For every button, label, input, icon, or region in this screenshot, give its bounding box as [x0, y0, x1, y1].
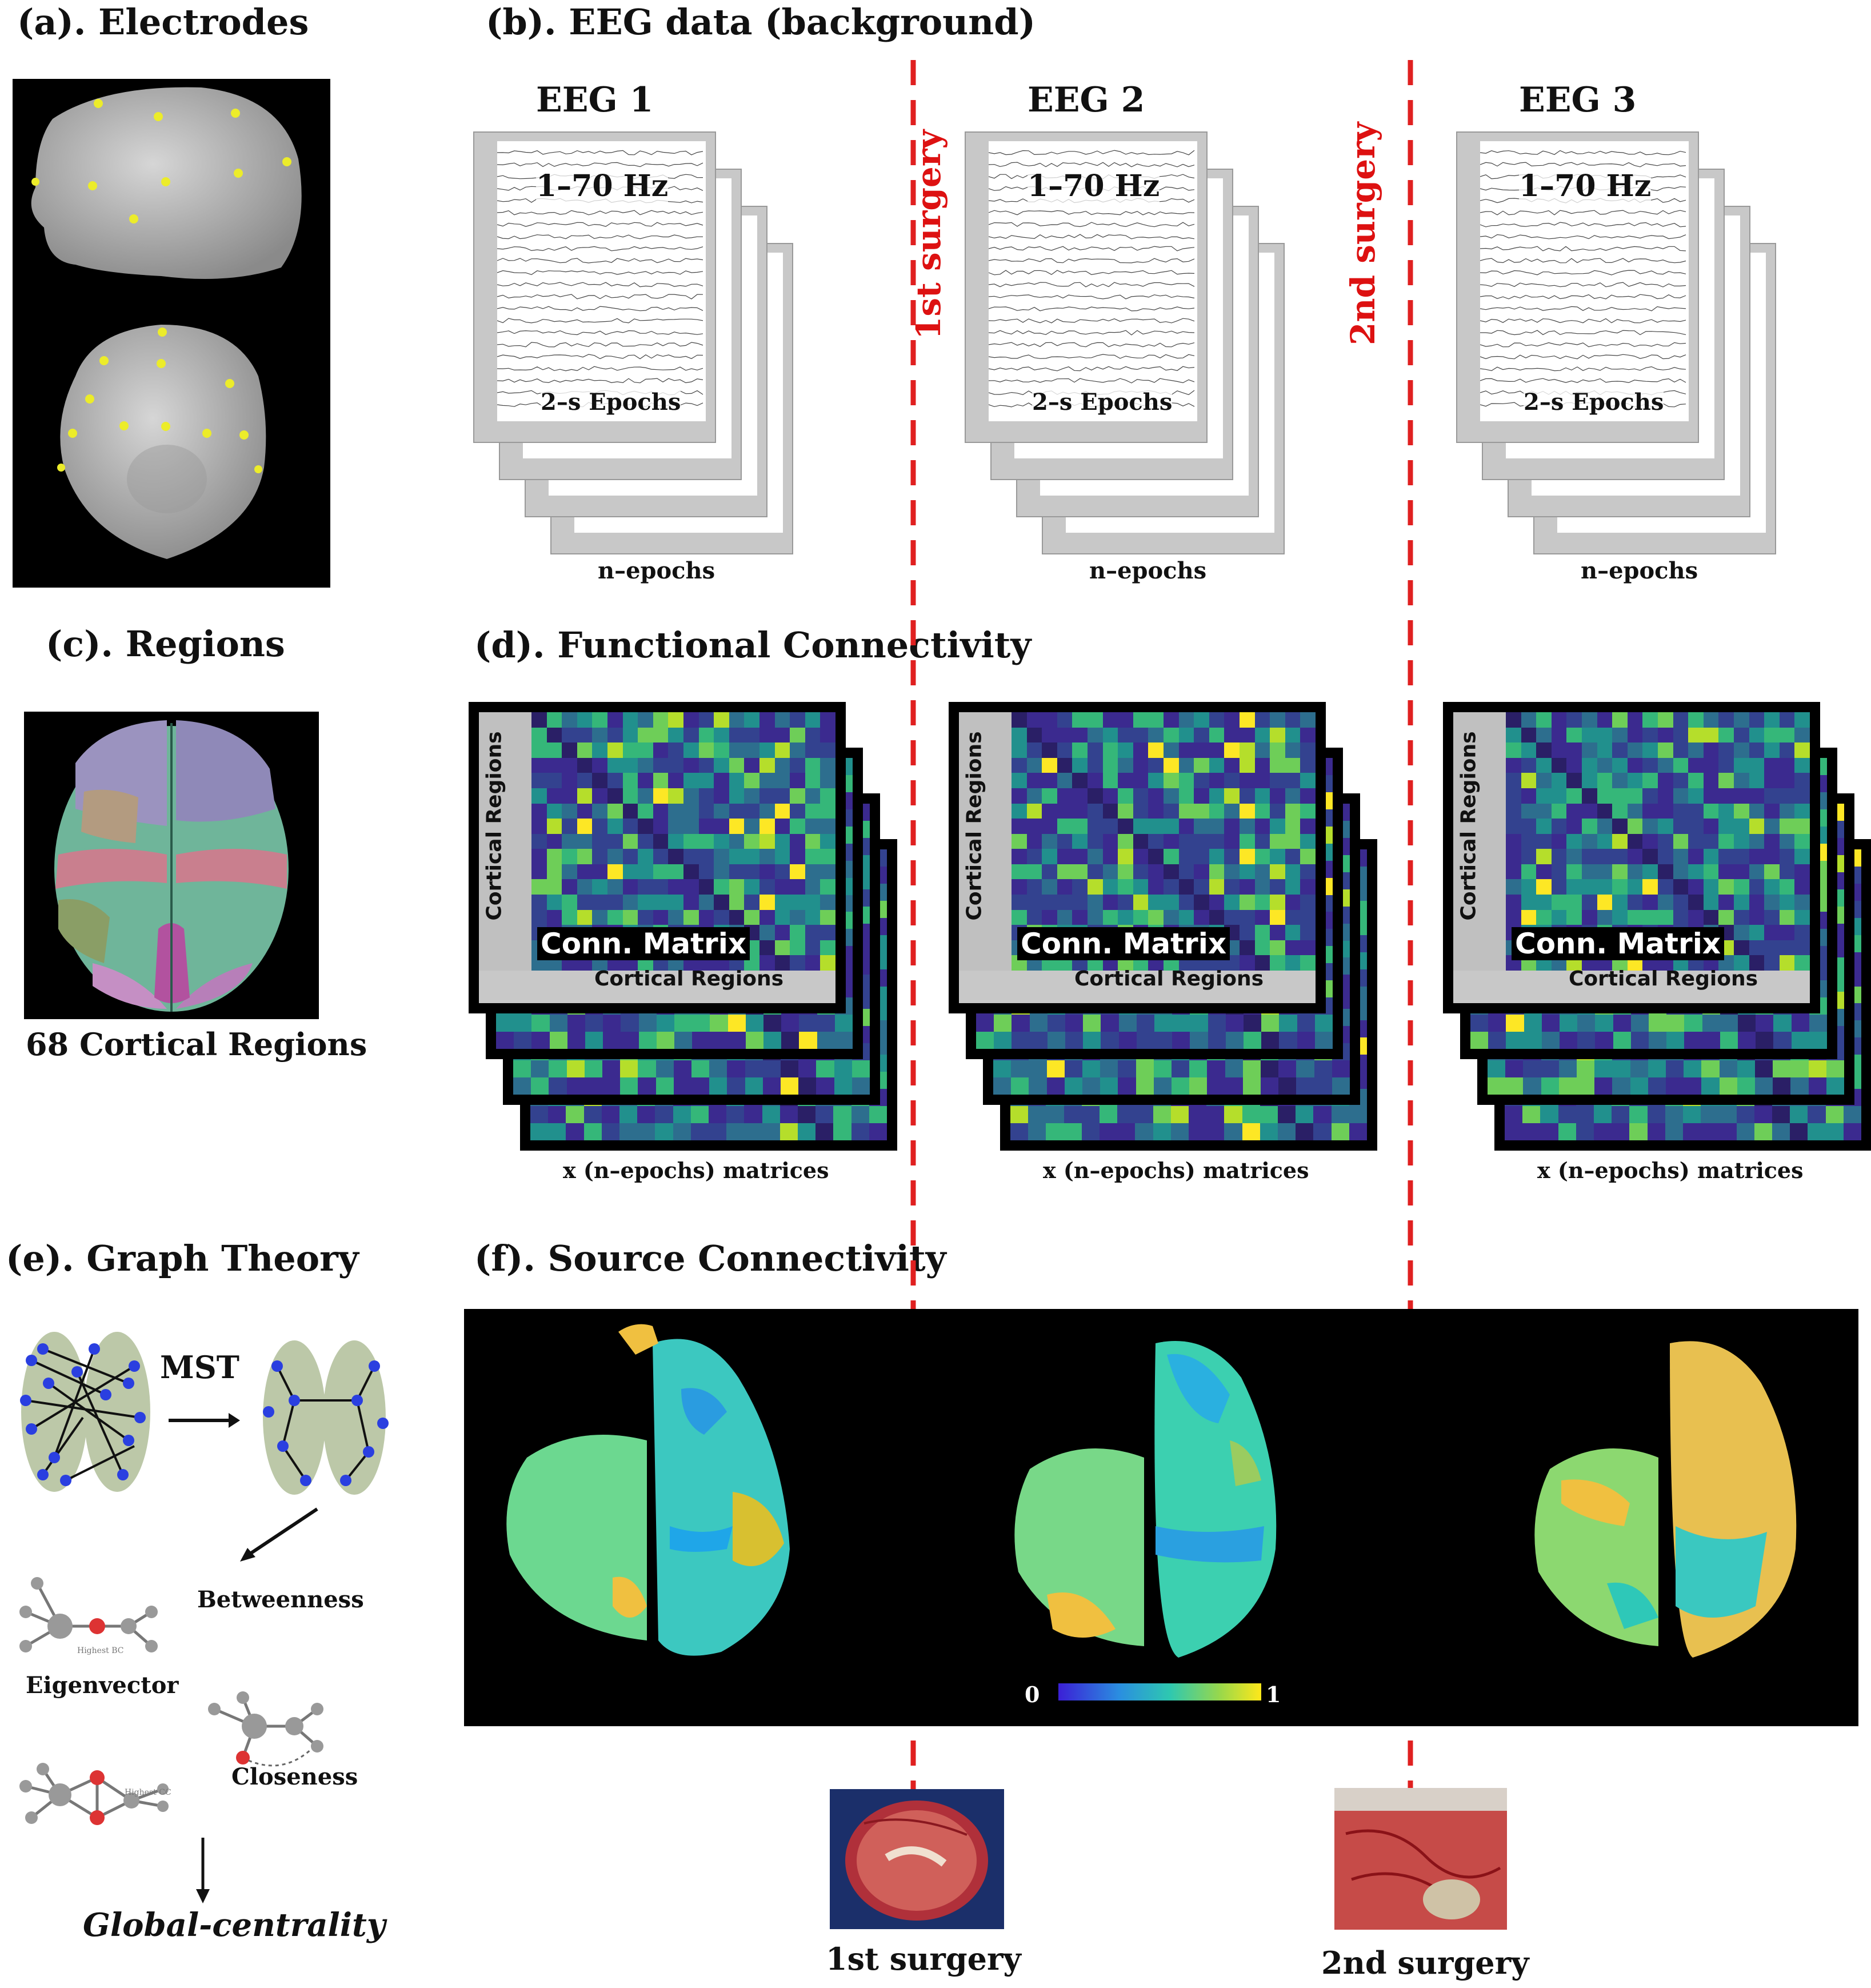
highest-bc-label: Highest BC: [77, 1646, 124, 1655]
conn-y-axis-label: Cortical Regions: [1457, 731, 1481, 921]
cortical-regions-image: [24, 712, 319, 1019]
global-centrality-label: Global-centrality: [83, 1906, 386, 1944]
eeg-title-1: EEG 1: [536, 80, 654, 120]
eeg-epochs-label: 2–s Epochs: [1032, 389, 1173, 416]
graph-theory-panel: [9, 1315, 466, 1943]
first-surgery-marker: 1st surgery: [909, 129, 948, 340]
second-surgery-marker: 2nd surgery: [1344, 122, 1382, 345]
panel-d-title: (d). Functional Connectivity: [474, 624, 1032, 666]
second-surgery-photo: [1334, 1788, 1507, 1930]
eeg-title-2: EEG 2: [1028, 80, 1145, 120]
betweenness-label: Betweenness: [197, 1586, 364, 1613]
eeg-epoch-count: n–epochs: [598, 557, 715, 584]
conn-y-axis-label: Cortical Regions: [962, 731, 986, 921]
closeness-label: Closeness: [231, 1763, 358, 1790]
eeg-epoch-count: n–epochs: [1089, 557, 1207, 584]
conn-y-axis-label: Cortical Regions: [482, 731, 506, 921]
panel-b-title: (b). EEG data (background): [486, 1, 1036, 43]
first-surgery-caption: 1st surgery: [826, 1941, 1021, 1977]
electrodes-image: [13, 79, 330, 588]
conn-matrix-count: x (n–epochs) matrices: [1537, 1157, 1804, 1183]
source-brain-3: [1534, 1341, 1797, 1658]
full-network-brain: [20, 1332, 150, 1492]
mst-brain: [263, 1340, 389, 1495]
eeg-epochs-label: 2–s Epochs: [1524, 389, 1664, 416]
conn-matrix-label: Conn. Matrix: [537, 927, 750, 960]
conn-matrix-frame: [949, 702, 1326, 1013]
conn-x-axis-label: Cortical Regions: [594, 967, 783, 991]
regions-caption: 68 Cortical Regions: [26, 1026, 367, 1063]
colorbar-min: 0: [1025, 1682, 1040, 1707]
eeg-epochs-label: 2–s Epochs: [541, 389, 681, 416]
eeg-epoch-count: n–epochs: [1581, 557, 1698, 584]
conn-matrix-count: x (n–epochs) matrices: [1043, 1157, 1309, 1183]
conn-x-axis-label: Cortical Regions: [1074, 967, 1264, 991]
first-surgery-photo: [830, 1789, 1004, 1929]
colorbar: [1058, 1683, 1261, 1700]
source-brain-1: [506, 1324, 790, 1656]
panel-c-title: (c). Regions: [46, 623, 285, 665]
source-brain-2: [1014, 1341, 1277, 1658]
source-connectivity-image: [464, 1309, 1858, 1726]
conn-matrix-label: Conn. Matrix: [1512, 927, 1725, 960]
eeg-title-3: EEG 3: [1519, 80, 1637, 120]
conn-matrix-label: Conn. Matrix: [1017, 927, 1230, 960]
highest-cc-label: Highest CC: [125, 1788, 171, 1797]
eeg-band-label: 1–70 Hz: [1028, 169, 1160, 203]
conn-x-axis-label: Cortical Regions: [1569, 967, 1758, 991]
betweenness-graph: [25, 1582, 153, 1648]
conn-matrix-frame: [469, 702, 846, 1013]
colorbar-max: 1: [1266, 1682, 1281, 1707]
panel-a-title: (a). Electrodes: [17, 1, 309, 43]
mst-label: MST: [160, 1349, 239, 1386]
conn-matrix-count: x (n–epochs) matrices: [563, 1157, 829, 1183]
eeg-band-label: 1–70 Hz: [536, 169, 669, 203]
panel-f-title: (f). Source Connectivity: [474, 1237, 946, 1279]
eigenvector-label: Eigenvector: [26, 1672, 179, 1699]
eeg-band-label: 1–70 Hz: [1519, 169, 1652, 203]
second-surgery-caption: 2nd surgery: [1321, 1945, 1529, 1981]
panel-e-title: (e). Graph Theory: [6, 1237, 359, 1279]
conn-matrix-frame: [1443, 702, 1820, 1013]
